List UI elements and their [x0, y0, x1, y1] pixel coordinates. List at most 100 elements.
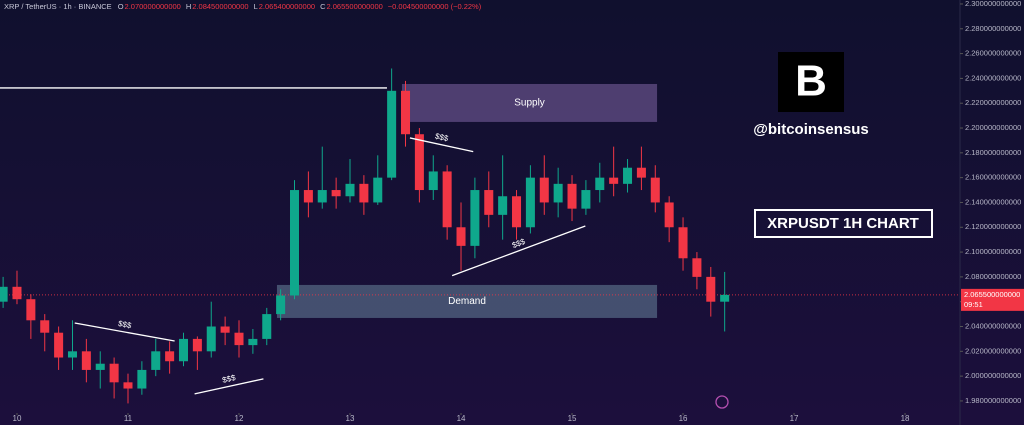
candle-body: [303, 190, 313, 203]
last-price-label: 2.065500000000: [964, 290, 1020, 299]
candle-body: [720, 294, 730, 302]
x-tick-label: 15: [568, 414, 577, 423]
change: −0.004500000000 (−0.22%): [388, 2, 482, 11]
candle-body: [109, 363, 119, 383]
candle-body: [623, 167, 633, 184]
candle-body: [331, 190, 341, 197]
y-tick-label: 2.120000000000: [965, 222, 1021, 231]
y-tick-label: 2.300000000000: [965, 0, 1021, 8]
zone-label: Supply: [514, 98, 545, 109]
handle: @bitcoinsensus: [753, 121, 868, 138]
last-price-box: [961, 288, 1024, 311]
symbol: XRP / TetherUS · 1h · BINANCE: [4, 2, 112, 11]
candle-body: [192, 338, 202, 352]
x-tick-label: 10: [13, 414, 22, 423]
liquidity-label: $$$: [221, 373, 236, 385]
y-tick-label: 2.080000000000: [965, 272, 1021, 281]
candle-body: [470, 190, 480, 246]
candle-body: [442, 171, 452, 228]
candle-body: [609, 177, 619, 184]
y-tick-label: 2.000000000000: [965, 371, 1021, 380]
candle-body: [248, 338, 258, 346]
x-tick-label: 16: [679, 414, 688, 423]
candle-body: [234, 332, 244, 346]
ohlc-value: 2.065500000000: [326, 2, 382, 11]
candle-body: [664, 202, 674, 228]
logo-box: [778, 52, 844, 112]
candle-body: [67, 351, 77, 358]
zone: [276, 284, 658, 318]
ohlc-value: 2.084500000000: [192, 2, 248, 11]
candle-body: [276, 295, 286, 315]
y-tick-label: 2.180000000000: [965, 148, 1021, 157]
zone-label: Demand: [448, 296, 486, 307]
candle-body: [0, 286, 8, 302]
candle-body: [581, 190, 591, 209]
trend-line: [451, 225, 586, 277]
candle-body: [553, 183, 563, 203]
y-tick-label: 2.260000000000: [965, 49, 1021, 58]
badge: XRPUSDT 1H CHART: [767, 215, 919, 232]
y-tick-label: 2.220000000000: [965, 98, 1021, 107]
candle-body: [650, 177, 660, 203]
zone: [401, 83, 658, 122]
y-tick-label: 2.280000000000: [965, 24, 1021, 33]
ohlc-key: C: [320, 2, 326, 11]
x-tick-label: 18: [901, 414, 910, 423]
ohlc-value: 2.065400000000: [259, 2, 315, 11]
candle-body: [706, 276, 716, 302]
candle-body: [692, 258, 702, 277]
ohlc-key: O: [118, 2, 124, 11]
x-tick-label: 17: [790, 414, 799, 423]
x-tick-label: 13: [346, 414, 355, 423]
candle-body: [12, 286, 22, 300]
candle-body: [539, 177, 549, 203]
candle-body: [151, 351, 161, 370]
candle-body: [317, 190, 327, 203]
candle-body: [525, 177, 535, 228]
candle-body: [373, 177, 383, 203]
candle-body: [401, 90, 411, 135]
candle-body: [26, 299, 36, 321]
candle-body: [678, 227, 688, 259]
candle-body: [289, 190, 300, 296]
y-tick-label: 2.100000000000: [965, 247, 1021, 256]
y-tick-label: 2.020000000000: [965, 346, 1021, 355]
y-tick-label: 2.240000000000: [965, 73, 1021, 82]
alert-icon[interactable]: [715, 395, 729, 409]
candle-body: [220, 326, 230, 333]
candle-body: [512, 196, 522, 228]
badge-box: [754, 209, 933, 238]
x-tick-label: 14: [457, 414, 466, 423]
candle-body: [95, 363, 105, 370]
candle-body: [345, 183, 355, 197]
liquidity-label: $$$: [434, 132, 449, 144]
candle-body: [206, 326, 216, 352]
logo: B: [795, 57, 827, 106]
candle-body: [40, 320, 50, 333]
x-tick-label: 12: [235, 414, 244, 423]
candle-body: [81, 351, 91, 370]
ohlc-key: L: [254, 2, 258, 11]
y-tick-label: 2.140000000000: [965, 197, 1021, 206]
ohlc-key: H: [186, 2, 191, 11]
candle-body: [178, 338, 189, 362]
ohlc-value: 2.070000000000: [125, 2, 181, 11]
candle-body: [137, 369, 147, 389]
trend-line: [74, 322, 175, 342]
candle-body: [165, 351, 175, 362]
trend-line: [194, 378, 264, 395]
candle-body: [262, 314, 272, 339]
liquidity-label: $$$: [117, 319, 132, 330]
candle-body: [54, 332, 64, 358]
header: XRP / TetherUS · 1h · BINANCE: [4, 2, 112, 11]
candle-body: [387, 90, 397, 178]
candle-body: [498, 196, 508, 215]
candle-body: [359, 183, 369, 203]
y-tick-label: 2.200000000000: [965, 123, 1021, 132]
candle-body: [428, 171, 438, 191]
candle-body: [595, 177, 605, 191]
